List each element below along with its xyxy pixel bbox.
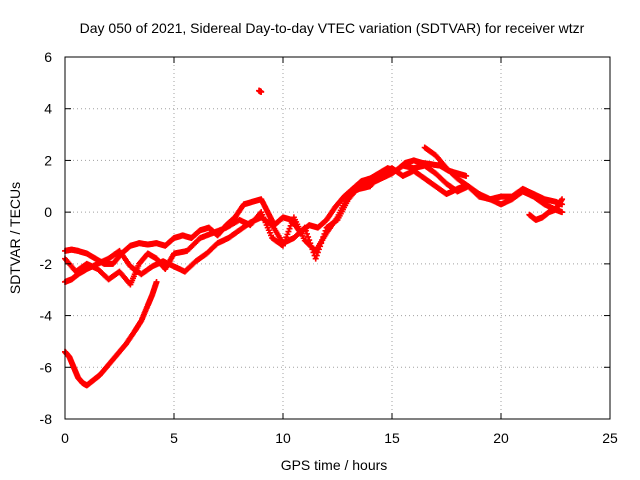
data-point — [153, 278, 160, 285]
data-point — [303, 230, 310, 237]
data-point — [559, 209, 566, 216]
data-point — [559, 196, 566, 203]
y-tick-label: -8 — [40, 411, 53, 427]
series-late-track-e — [421, 144, 566, 216]
x-tick-label: 25 — [602, 430, 618, 446]
axis-ticks: 0 5 10 15 20 25 -8 -6 -4 -2 0 2 4 6 — [40, 49, 618, 446]
data-point — [312, 255, 319, 262]
data-point — [286, 225, 293, 232]
data-point — [281, 239, 288, 246]
y-tick-label: 2 — [44, 152, 52, 168]
series-secondary-track-d — [62, 165, 467, 288]
data-point — [285, 228, 292, 235]
series-low-start-track-c — [62, 278, 160, 389]
data-point — [280, 242, 286, 249]
data-point — [284, 231, 291, 238]
x-tick-label: 20 — [493, 430, 509, 446]
x-tick-label: 5 — [170, 430, 178, 446]
series-late-track-f — [526, 196, 566, 223]
data-point — [288, 220, 295, 227]
data-point — [258, 88, 265, 95]
data-point — [287, 222, 294, 229]
y-tick-label: 0 — [44, 204, 52, 220]
y-tick-label: 4 — [44, 101, 52, 117]
data-point — [463, 172, 470, 179]
y-axis-label: SDTVAR / TECUs — [7, 182, 23, 294]
plot-border — [64, 56, 611, 420]
y-tick-label: 6 — [44, 49, 52, 65]
x-tick-label: 15 — [384, 430, 400, 446]
y-tick-label: -2 — [40, 256, 53, 272]
chart-title: Day 050 of 2021, Sidereal Day-to-day VTE… — [80, 20, 585, 36]
data-series — [62, 87, 566, 389]
y-tick-label: -4 — [40, 308, 53, 324]
data-point — [302, 227, 309, 234]
data-point — [283, 234, 290, 241]
data-point — [313, 252, 320, 259]
x-tick-label: 0 — [61, 430, 69, 446]
x-tick-label: 10 — [275, 430, 291, 446]
x-axis-label: GPS time / hours — [281, 457, 388, 473]
series-outlier — [256, 87, 265, 95]
y-tick-label: -6 — [40, 359, 53, 375]
data-point — [305, 233, 312, 240]
data-point — [282, 237, 289, 244]
data-point — [301, 224, 308, 231]
